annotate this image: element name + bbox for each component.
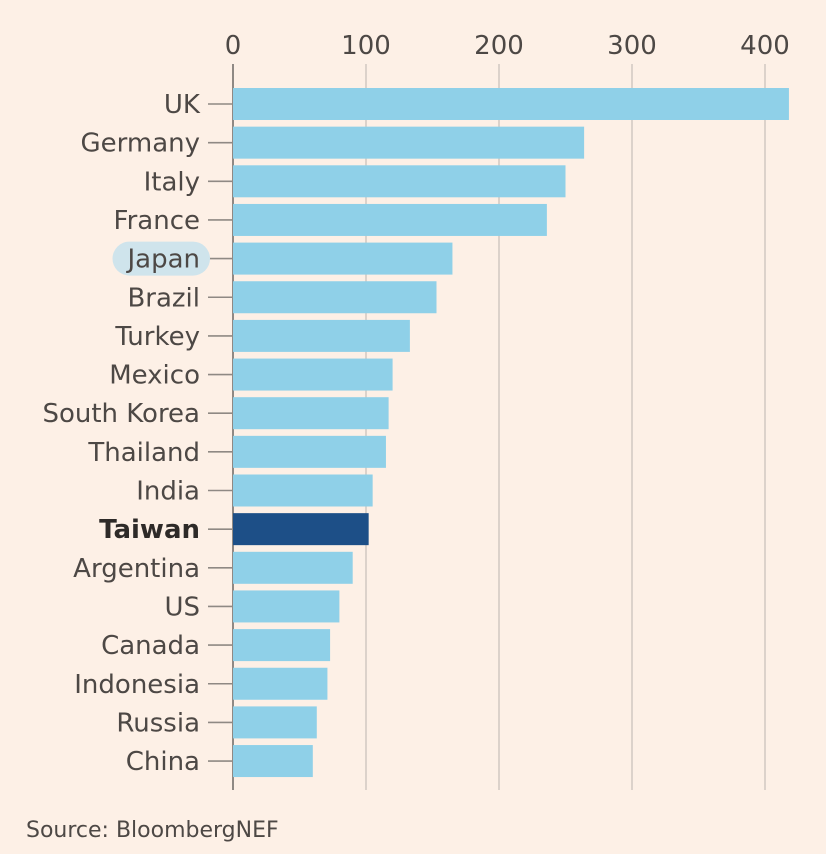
- source-note: Source: BloombergNEF: [26, 818, 279, 843]
- bar-canada: [233, 629, 331, 662]
- x-tick-label-200: 200: [474, 31, 524, 61]
- bar-thailand: [233, 435, 386, 468]
- label-highlight-japan: [112, 241, 210, 276]
- bar-south-korea: [233, 397, 389, 430]
- bar-turkey: [233, 319, 410, 352]
- category-label-france: France: [114, 206, 200, 236]
- bar-argentina: [233, 551, 353, 584]
- bar-mexico: [233, 358, 393, 391]
- bar-japan: [233, 242, 453, 275]
- category-label-italy: Italy: [144, 167, 200, 197]
- category-label-argentina: Argentina: [73, 554, 200, 584]
- category-label-us: US: [164, 592, 200, 622]
- category-label-russia: Russia: [116, 708, 200, 738]
- bars: [233, 88, 789, 778]
- bar-china: [233, 745, 313, 778]
- category-labels: UK Germany Italy France Japan Brazil Turkey Mex…: [42, 90, 210, 777]
- category-label-indonesia: Indonesia: [74, 670, 200, 700]
- bar-us: [233, 590, 340, 623]
- category-label-brazil: Brazil: [127, 283, 200, 313]
- category-label-canada: Canada: [101, 631, 200, 661]
- bar-italy: [233, 165, 566, 198]
- category-label-thailand: Thailand: [87, 438, 200, 468]
- x-tick-label-400: 400: [740, 31, 790, 61]
- x-tick-label-0: 0: [225, 31, 242, 61]
- bar-taiwan: [233, 513, 369, 546]
- bar-uk: [233, 88, 789, 120]
- category-label-germany: Germany: [80, 129, 200, 159]
- category-label-japan: Japan: [125, 245, 200, 275]
- category-label-taiwan: Taiwan: [99, 515, 200, 545]
- category-label-china: China: [126, 747, 200, 777]
- bar-indonesia: [233, 667, 328, 700]
- category-label-uk: UK: [164, 90, 201, 120]
- bar-germany: [233, 126, 585, 159]
- category-label-south-korea: South Korea: [42, 399, 200, 429]
- category-label-india: India: [136, 477, 200, 507]
- x-axis-ticks: 0 100 200 300 400: [225, 31, 790, 61]
- category-label-mexico: Mexico: [109, 361, 200, 391]
- category-label-turkey: Turkey: [114, 322, 200, 352]
- bar-france: [233, 203, 547, 236]
- bar-brazil: [233, 281, 437, 314]
- bar-russia: [233, 706, 317, 739]
- bar-india: [233, 474, 373, 507]
- x-tick-label-300: 300: [607, 31, 657, 61]
- x-tick-label-100: 100: [341, 31, 391, 61]
